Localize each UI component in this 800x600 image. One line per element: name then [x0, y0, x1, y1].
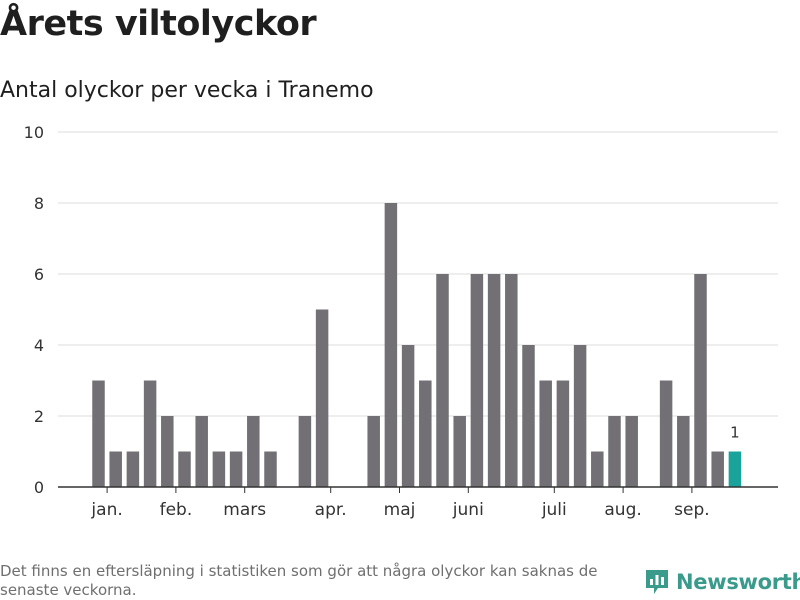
bar [247, 416, 260, 487]
x-tick-label: aug. [604, 500, 641, 520]
x-tick-label: jan. [90, 500, 122, 520]
bar [591, 451, 604, 487]
bar [92, 380, 105, 487]
y-tick-label: 2 [34, 407, 44, 426]
brand-logo[interactable]: Newsworthy [644, 568, 800, 596]
x-tick-label: maj [384, 500, 416, 520]
bar [229, 451, 243, 487]
y-tick-label: 8 [34, 194, 44, 213]
x-tick-label: juli [541, 500, 567, 520]
bar [677, 416, 690, 487]
chart-subtitle: Antal olyckor per vecka i Tranemo [0, 78, 374, 103]
x-tick-label: apr. [315, 500, 347, 520]
bar [453, 416, 466, 487]
bar [315, 309, 329, 487]
bar [419, 380, 432, 487]
brand-name: Newsworthy [676, 570, 800, 594]
bar [573, 345, 587, 487]
x-tick-label: mars [223, 500, 266, 520]
x-tick-label: sep. [674, 500, 710, 520]
data-label: 1 [730, 424, 740, 442]
newsworthy-logo-icon [646, 570, 668, 594]
bar [264, 451, 277, 487]
bar [109, 451, 122, 487]
bar [556, 380, 570, 487]
bar [539, 380, 552, 487]
bar [470, 274, 484, 487]
bar [298, 416, 312, 487]
bar [436, 274, 449, 487]
bar [505, 274, 518, 487]
highlight-bar [728, 451, 742, 487]
bar [212, 451, 226, 487]
y-tick-label: 6 [34, 265, 44, 284]
x-tick-label: juni [452, 500, 484, 520]
bar [694, 274, 707, 487]
bar [143, 380, 157, 487]
bar [487, 274, 501, 487]
bar [625, 416, 638, 487]
x-tick-label: feb. [160, 500, 193, 520]
page-title: Årets viltolyckor [0, 4, 317, 44]
bar [659, 380, 673, 487]
bar [367, 416, 380, 487]
bar [161, 416, 174, 487]
y-tick-label: 4 [34, 336, 44, 355]
bar [178, 451, 191, 487]
bar [711, 451, 724, 487]
footer-note: Det finns en eftersläpning i statistiken… [0, 562, 598, 599]
y-tick-label: 0 [34, 478, 44, 497]
bar [608, 416, 621, 487]
bar [195, 416, 208, 487]
bar [401, 345, 415, 487]
bar [384, 203, 398, 487]
bar [126, 451, 140, 487]
y-tick-label: 10 [24, 123, 44, 142]
bar [522, 345, 535, 487]
